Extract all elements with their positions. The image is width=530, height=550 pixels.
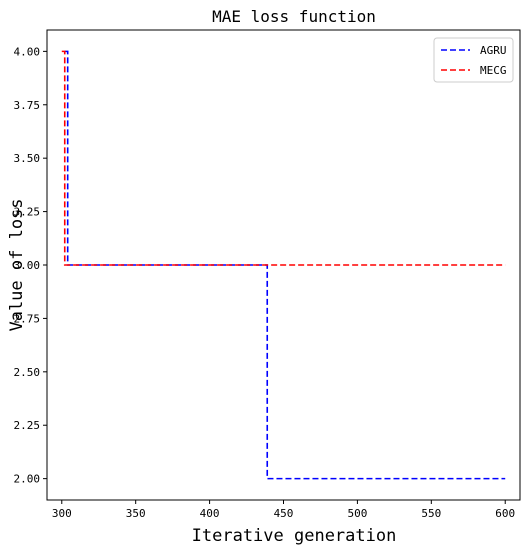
x-tick-label: 450 [274,507,294,520]
y-tick-label: 2.25 [14,419,41,432]
y-tick-label: 3.25 [14,206,41,219]
y-tick-label: 2.00 [14,473,41,486]
x-axis-ticks: 300 350 400 450 500 550 600 [52,500,515,520]
legend: AGRU MECG [433,37,514,83]
x-tick-label: 300 [52,507,72,520]
y-tick-label: 3.00 [14,259,41,272]
y-tick-label: 2.75 [14,312,41,325]
series-line-mecg [61,50,506,266]
y-axis-label: Value of loss [7,198,27,331]
legend-label-mecg: MECG [480,64,507,77]
legend-entries: AGRU MECG [441,44,507,77]
x-tick-label: 400 [200,507,220,520]
legend-label-agru: AGRU [480,44,507,57]
plot-area: 300 350 400 450 500 550 600 2.00 2.25 2.50 2.75 3.… [14,29,521,520]
y-tick-label: 3.75 [14,99,41,112]
y-tick-label: 4.00 [14,45,41,58]
x-tick-label: 350 [126,507,146,520]
y-tick-label: 3.50 [14,152,41,165]
legend-box [433,37,514,83]
y-axis-ticks: 2.00 2.25 2.50 2.75 3.00 3.25 3.50 3.75 4.00 [14,45,47,486]
x-tick-label: 500 [347,507,367,520]
x-tick-label: 600 [495,507,515,520]
series-layer [61,50,506,480]
x-tick-label: 550 [421,507,441,520]
chart-title: MAE loss function [212,7,376,26]
x-axis-label: Iterative generation [192,526,397,546]
y-tick-label: 2.50 [14,366,41,379]
